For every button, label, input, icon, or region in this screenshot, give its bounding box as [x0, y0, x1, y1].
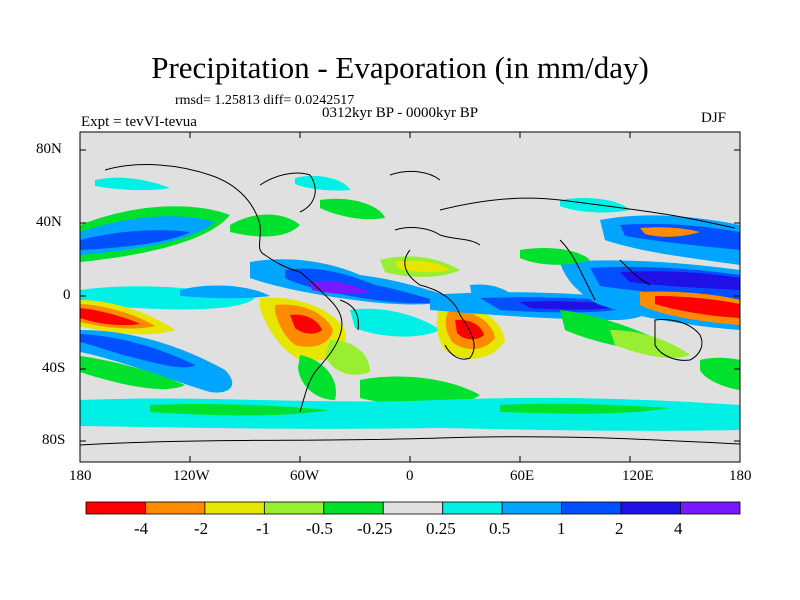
- contour-patch: [80, 334, 195, 368]
- colorbar-box: [382, 501, 444, 515]
- contour-patch: [320, 198, 385, 220]
- contour-field: [80, 132, 740, 462]
- colorbar-label: -0.25: [357, 519, 393, 538]
- contour-patch: [560, 198, 630, 213]
- contour-patch: [95, 177, 170, 191]
- contour-patch: [80, 230, 190, 250]
- lat-tick-40s: 40S: [42, 360, 66, 376]
- contour-patch: [655, 296, 740, 318]
- contour-patch: [360, 376, 480, 406]
- colorbar-label: 0.25: [426, 519, 456, 538]
- lat-tick-80n: 80N: [36, 141, 62, 157]
- colorbar-label: 2: [615, 519, 624, 538]
- lat-tick-0: 0: [63, 287, 71, 303]
- contour-patch: [80, 397, 740, 431]
- colorbar-label: 4: [674, 519, 683, 538]
- lon-tick-120e: 120E: [622, 468, 654, 484]
- lat-tick-40n: 40N: [36, 214, 62, 230]
- contour-patch: [610, 330, 690, 358]
- stats-line: rmsd= 1.25813 diff= 0.0242517: [175, 93, 355, 108]
- map-title: Precipitation - Evaporation (in mm/day): [151, 50, 649, 85]
- colorbar-box: [85, 501, 146, 515]
- contour-patch: [80, 308, 140, 326]
- colorbar: [85, 501, 741, 515]
- coastlines: [80, 164, 740, 446]
- experiment-label: Expt = tevVI-tevua: [81, 114, 197, 130]
- contour-patch: [298, 355, 336, 400]
- lon-tick-60w: 60W: [290, 468, 320, 484]
- colorbar-box: [680, 501, 741, 515]
- contour-patch: [290, 314, 322, 334]
- contour-patch: [620, 271, 740, 290]
- colorbar-box: [323, 501, 384, 515]
- lon-tick-0: 0: [406, 468, 414, 484]
- contour-patch: [310, 280, 370, 295]
- contour-patch: [295, 175, 350, 191]
- colorbar-box: [263, 501, 325, 515]
- contour-patch: [350, 308, 440, 337]
- colorbar-label: 1: [557, 519, 566, 538]
- lon-tick-180e: 180: [729, 468, 752, 484]
- colorbar-label: -0.5: [306, 519, 333, 538]
- colorbar-label: -1: [256, 519, 271, 538]
- colorbar-label: 0.5: [489, 519, 511, 538]
- contour-patch: [150, 403, 330, 416]
- lon-tick-60e: 60E: [510, 468, 535, 484]
- colorbar-box: [561, 501, 622, 515]
- lon-ticks: [189, 132, 631, 462]
- contour-patch: [230, 214, 300, 237]
- colorbar-box: [501, 501, 563, 515]
- period-subtitle: 0312kyr BP - 0000kyr BP: [322, 105, 479, 121]
- contour-patch: [325, 340, 370, 375]
- lon-tick-120w: 120W: [173, 468, 210, 484]
- contour-patch: [285, 268, 440, 304]
- contour-patch: [455, 319, 484, 340]
- contour-patch: [80, 356, 185, 390]
- lat-tick-80s: 80S: [42, 432, 66, 448]
- contour-patch: [640, 227, 700, 237]
- lat-ticks: [80, 149, 740, 442]
- contour-patch: [395, 260, 450, 273]
- season-label: DJF: [701, 110, 727, 126]
- contour-patch: [700, 357, 740, 390]
- lon-tick-180w: 180: [69, 468, 92, 484]
- colorbar-box: [145, 501, 206, 515]
- contour-patch: [500, 403, 670, 414]
- contour-patch: [180, 285, 270, 299]
- colorbar-label: -4: [134, 519, 149, 538]
- colorbar-label: -2: [194, 519, 209, 538]
- colorbar-box: [442, 501, 503, 515]
- contour-patch: [520, 248, 590, 265]
- colorbar-box: [204, 501, 265, 515]
- colorbar-box: [620, 501, 681, 515]
